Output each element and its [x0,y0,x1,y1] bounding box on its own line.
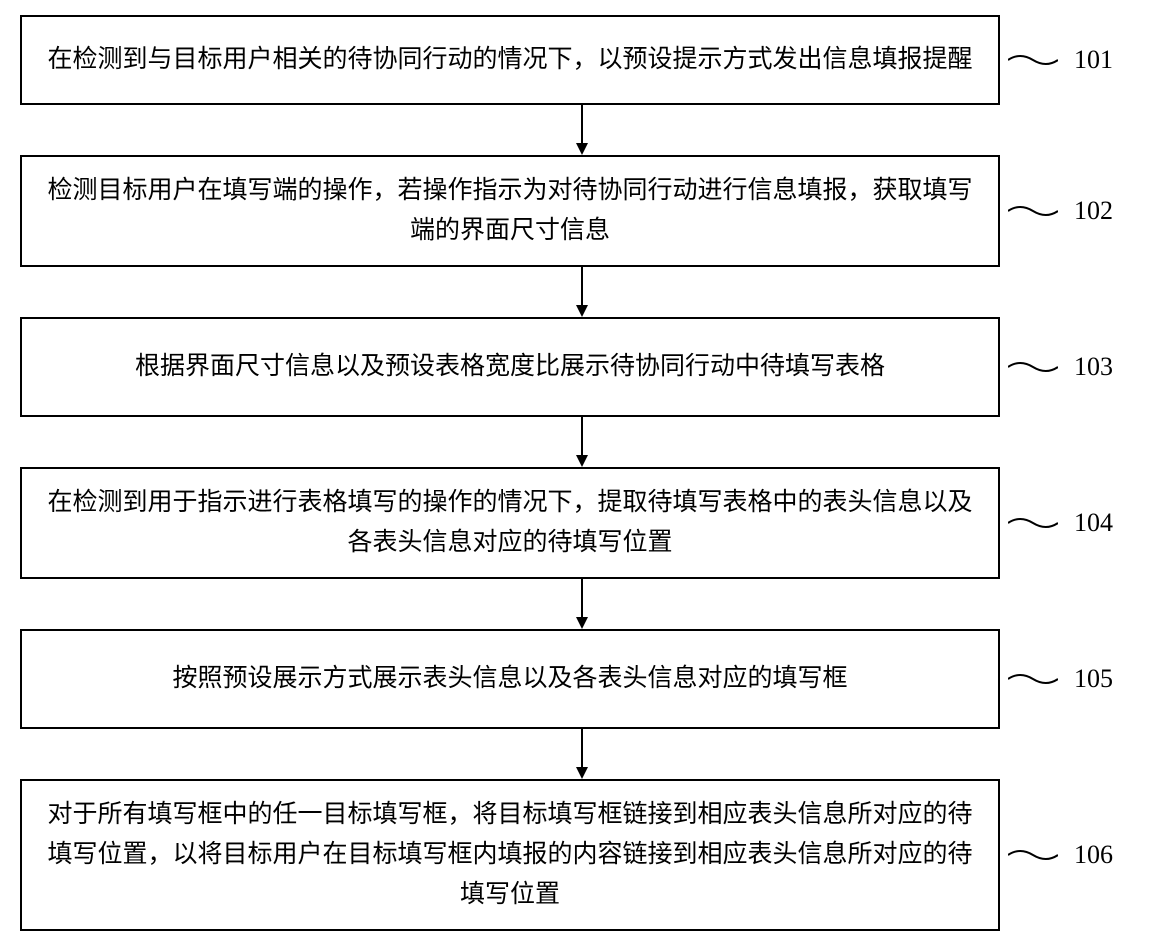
step-box-105: 按照预设展示方式展示表头信息以及各表头信息对应的填写框 [20,629,1000,729]
step-row-104: 在检测到用于指示进行表格填写的操作的情况下，提取待填写表格中的表头信息以及各表头… [20,467,1143,579]
step-text: 在检测到用于指示进行表格填写的操作的情况下，提取待填写表格中的表头信息以及各表头… [44,483,976,563]
connector-curve-icon [1008,513,1058,533]
connector-curve-icon [1008,357,1058,377]
step-label: 105 [1074,664,1113,694]
step-text: 在检测到与目标用户相关的待协同行动的情况下，以预设提示方式发出信息填报提醒 [47,40,972,80]
step-box-102: 检测目标用户在填写端的操作，若操作指示为对待协同行动进行信息填报，获取填写端的界… [20,155,1000,267]
step-text: 对于所有填写框中的任一目标填写框，将目标填写框链接到相应表头信息所对应的待填写位… [44,795,976,915]
arrow-down-icon [92,579,1072,629]
step-label: 104 [1074,508,1113,538]
connector-curve-icon [1008,845,1058,865]
step-box-101: 在检测到与目标用户相关的待协同行动的情况下，以预设提示方式发出信息填报提醒 [20,15,1000,105]
step-box-103: 根据界面尺寸信息以及预设表格宽度比展示待协同行动中待填写表格 [20,317,1000,417]
step-label: 106 [1074,840,1113,870]
connector-curve-icon [1008,669,1058,689]
arrow-down-icon [92,417,1072,467]
step-label: 102 [1074,196,1113,226]
step-row-106: 对于所有填写框中的任一目标填写框，将目标填写框链接到相应表头信息所对应的待填写位… [20,779,1143,931]
arrow-down-icon [92,267,1072,317]
step-row-103: 根据界面尺寸信息以及预设表格宽度比展示待协同行动中待填写表格 103 [20,317,1143,417]
step-label: 103 [1074,352,1113,382]
step-text: 按照预设展示方式展示表头信息以及各表头信息对应的填写框 [172,659,847,699]
step-text: 检测目标用户在填写端的操作，若操作指示为对待协同行动进行信息填报，获取填写端的界… [44,171,976,251]
step-row-102: 检测目标用户在填写端的操作，若操作指示为对待协同行动进行信息填报，获取填写端的界… [20,155,1143,267]
step-row-105: 按照预设展示方式展示表头信息以及各表头信息对应的填写框 105 [20,629,1143,729]
connector-curve-icon [1008,201,1058,221]
arrow-down-icon [92,729,1072,779]
arrow-down-icon [92,105,1072,155]
connector-curve-icon [1008,50,1058,70]
step-text: 根据界面尺寸信息以及预设表格宽度比展示待协同行动中待填写表格 [135,347,885,387]
step-box-104: 在检测到用于指示进行表格填写的操作的情况下，提取待填写表格中的表头信息以及各表头… [20,467,1000,579]
step-row-101: 在检测到与目标用户相关的待协同行动的情况下，以预设提示方式发出信息填报提醒 10… [20,15,1143,105]
flowchart-container: 在检测到与目标用户相关的待协同行动的情况下，以预设提示方式发出信息填报提醒 10… [20,15,1143,931]
step-box-106: 对于所有填写框中的任一目标填写框，将目标填写框链接到相应表头信息所对应的待填写位… [20,779,1000,931]
step-label: 101 [1074,45,1113,75]
